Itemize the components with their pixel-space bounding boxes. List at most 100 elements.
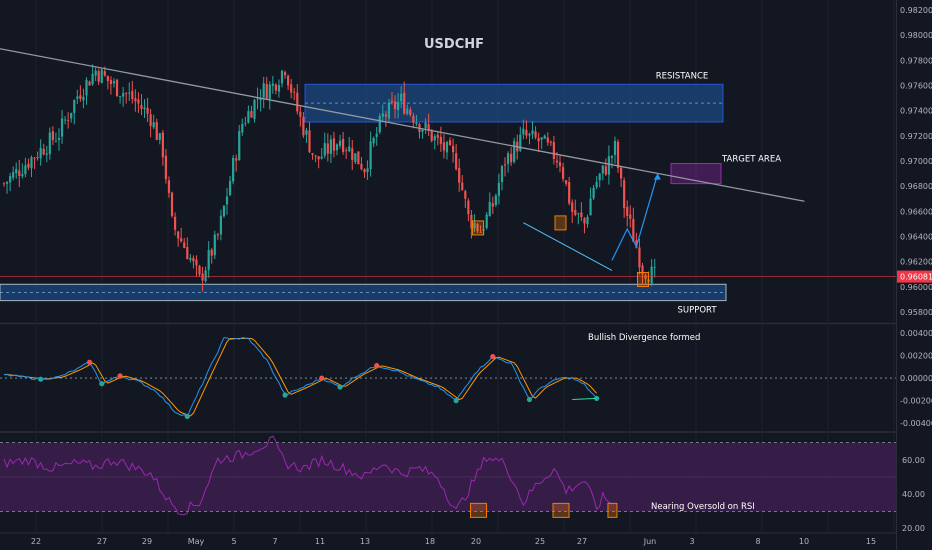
candle-body <box>351 148 354 161</box>
candle-body <box>607 156 610 175</box>
candle-body <box>381 113 384 117</box>
price-tick-label: 0.98200 <box>900 6 932 15</box>
candle-body <box>21 174 24 177</box>
price-tick-label: 0.96400 <box>900 232 932 241</box>
candle-body <box>430 130 433 141</box>
candle-body <box>323 143 326 156</box>
candle-body <box>85 79 88 96</box>
rsi-tick-label: 20.00 <box>902 524 925 533</box>
candle-body <box>210 249 213 256</box>
macd-tick-label: 0.00400 <box>900 329 932 338</box>
macd-tick-label: -0.00400 <box>900 419 932 428</box>
candle-body <box>94 70 97 76</box>
rsi-highlight-box <box>470 502 488 518</box>
candle-body <box>51 131 54 141</box>
macd-cross-dot <box>38 376 44 382</box>
candle-body <box>39 147 42 159</box>
macd-cross-dot <box>282 392 288 398</box>
candle-body <box>253 99 256 120</box>
candle-body <box>519 134 522 151</box>
price-tick-label: 0.96000 <box>900 283 932 292</box>
candle-body <box>2 183 6 185</box>
candle-body <box>345 150 348 152</box>
candle-body <box>403 92 406 114</box>
candle-body <box>439 136 442 144</box>
candle-body <box>592 187 595 199</box>
candle-body <box>143 107 146 110</box>
candle-body <box>583 218 586 224</box>
macd-cross-dot <box>86 359 93 365</box>
price-tick-label: 0.98000 <box>900 31 932 40</box>
zones: RESISTANCE SUPPORT TARGET AREA <box>0 71 781 316</box>
candle-body <box>247 111 250 123</box>
price-tick-label: 0.97000 <box>900 157 932 166</box>
macd-cross-dot <box>374 363 380 369</box>
price-tick-label: 0.97800 <box>900 56 932 65</box>
axes: 0.98200 0.98000 0.97800 0.97600 0.97400 0.972… <box>31 0 932 550</box>
candle-body <box>549 141 552 143</box>
candle-body <box>577 213 580 215</box>
candle-body <box>235 158 238 161</box>
current-price-label: 0.96081 <box>900 273 932 282</box>
candle-body <box>5 181 9 184</box>
candle-body <box>393 101 397 110</box>
candle-body <box>12 171 15 178</box>
candle-body <box>158 133 161 140</box>
target-area-label: TARGET AREA <box>721 155 781 165</box>
candle-body <box>140 105 143 109</box>
candle-body <box>455 153 458 170</box>
candle-body <box>332 138 336 151</box>
candle-body <box>329 139 332 154</box>
candle-body <box>366 168 369 173</box>
candle-body <box>18 170 21 177</box>
candle-body <box>204 270 207 282</box>
candle-body <box>601 165 604 174</box>
candle-body <box>207 250 210 270</box>
candle-body <box>613 140 617 155</box>
candle-body <box>534 131 537 138</box>
rsi-tick-label: 40.00 <box>902 490 925 499</box>
date-tick-label: 22 <box>31 537 41 546</box>
candle-body <box>15 168 18 174</box>
candle-body <box>461 182 464 190</box>
candle-body <box>305 130 308 135</box>
candle-body <box>451 145 455 153</box>
candle-body <box>500 166 504 183</box>
candle-body <box>626 206 629 216</box>
date-tick-label: 20 <box>471 537 481 546</box>
candle-body <box>497 182 501 196</box>
candle-body <box>173 216 177 230</box>
date-tick-label: 13 <box>360 537 370 546</box>
candle-body <box>293 91 296 93</box>
overlays <box>0 48 896 287</box>
candle-body <box>198 265 201 275</box>
candle-body <box>216 234 219 236</box>
macd-tick-label: 0.00200 <box>900 351 932 360</box>
candle-body <box>106 75 109 81</box>
candle-body <box>238 131 241 161</box>
candle-body <box>580 212 583 218</box>
candle-body <box>458 167 461 183</box>
candle-body <box>118 96 122 97</box>
candle-body <box>170 192 174 216</box>
macd-cross-dot <box>594 395 600 401</box>
candle-body <box>274 84 277 91</box>
candle-body <box>283 72 287 76</box>
candle-body <box>488 201 491 217</box>
candle-body <box>641 265 644 275</box>
macd-divergence-label: Bullish Divergence formed <box>588 333 700 343</box>
candle-body <box>552 142 555 159</box>
projection-path <box>611 173 659 261</box>
candle-body <box>287 75 290 86</box>
price-tick-label: 0.96800 <box>900 182 932 191</box>
chart-title: USDCHF <box>424 37 484 52</box>
macd-cross-dot <box>99 381 105 387</box>
date-tick-label: 18 <box>425 537 435 546</box>
candle-body <box>137 99 140 104</box>
candle-body <box>241 124 244 133</box>
date-tick-label: 7 <box>272 537 277 546</box>
candle-body <box>109 80 113 84</box>
candle-body <box>290 84 293 93</box>
candle-body <box>513 141 516 162</box>
